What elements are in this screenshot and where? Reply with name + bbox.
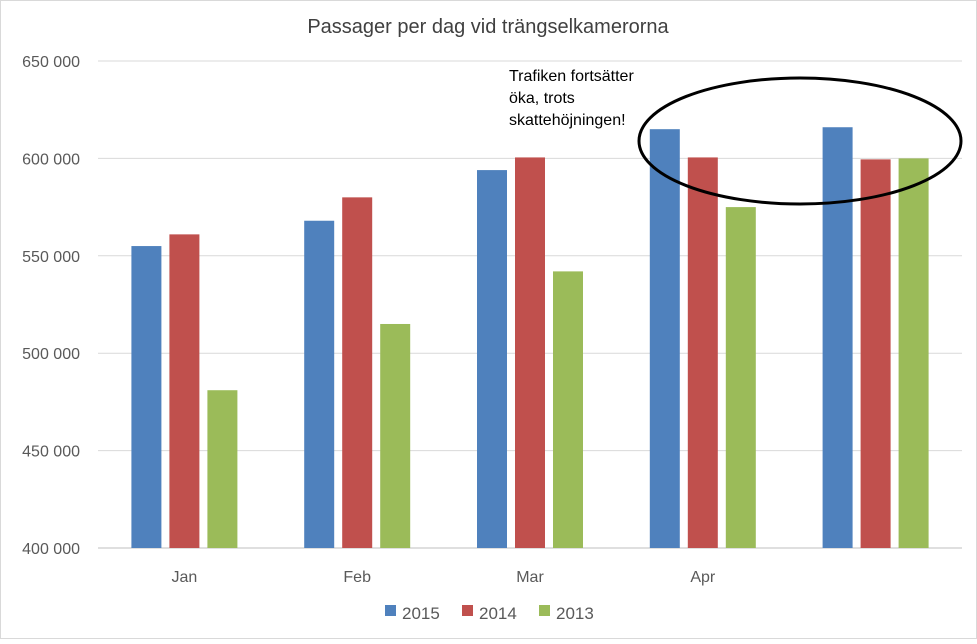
bar-2015-Feb [304, 220, 335, 548]
y-tick-label: 600 000 [22, 151, 80, 168]
bar-2013-Jan [207, 390, 238, 548]
bar-2015-Mar [477, 170, 507, 548]
x-tick-label: Mar [516, 569, 544, 586]
x-tick-label: Jan [172, 569, 198, 586]
bar-2014-Jan [169, 234, 200, 548]
bars [131, 127, 929, 549]
legend-swatch-2013 [539, 605, 550, 616]
bar-2015-cat5 [822, 127, 853, 549]
y-axis-tick-labels: 400 000 450 000 500 000 550 000 600 000 650 0… [22, 54, 80, 558]
annotation-text-line: Trafiken fortsätter [509, 68, 634, 85]
bar-2013-Apr [725, 207, 756, 548]
bar-2015-Apr [649, 129, 680, 548]
bar-2013-Feb [380, 323, 411, 548]
x-tick-label: Feb [343, 569, 371, 586]
x-tick-label: Apr [690, 569, 716, 586]
legend-label: 2014 [479, 604, 517, 623]
bar-2014-Mar [515, 157, 545, 548]
legend-label: 2013 [556, 604, 594, 623]
chart-title: Passager per dag vid trängselkamerorna [307, 16, 669, 38]
legend-swatch-2015 [385, 605, 396, 616]
x-axis-tick-labels: Jan Feb Mar Apr [172, 569, 716, 586]
legend-label: 2015 [402, 604, 440, 623]
bar-2014-Feb [342, 197, 373, 549]
legend-swatch-2014 [462, 605, 473, 616]
bar-2014-Apr [687, 157, 718, 548]
legend: 2015 2014 2013 [385, 604, 594, 623]
y-tick-label: 450 000 [22, 444, 80, 461]
y-tick-label: 500 000 [22, 346, 80, 363]
annotation-text-line: öka, trots [509, 90, 575, 107]
annotation-text-line: skattehöjningen! [509, 112, 626, 129]
y-tick-label: 400 000 [22, 541, 80, 558]
y-tick-label: 550 000 [22, 249, 80, 266]
bar-2013-Mar [553, 271, 583, 548]
bar-2013-cat5 [898, 158, 929, 548]
y-tick-label: 650 000 [22, 54, 80, 71]
bar-2014-cat5 [860, 159, 891, 548]
annotation-ellipse [637, 76, 963, 206]
bar-2015-Jan [131, 246, 162, 548]
annotation: Trafiken fortsätter öka, trots skattehöjni… [509, 68, 963, 206]
